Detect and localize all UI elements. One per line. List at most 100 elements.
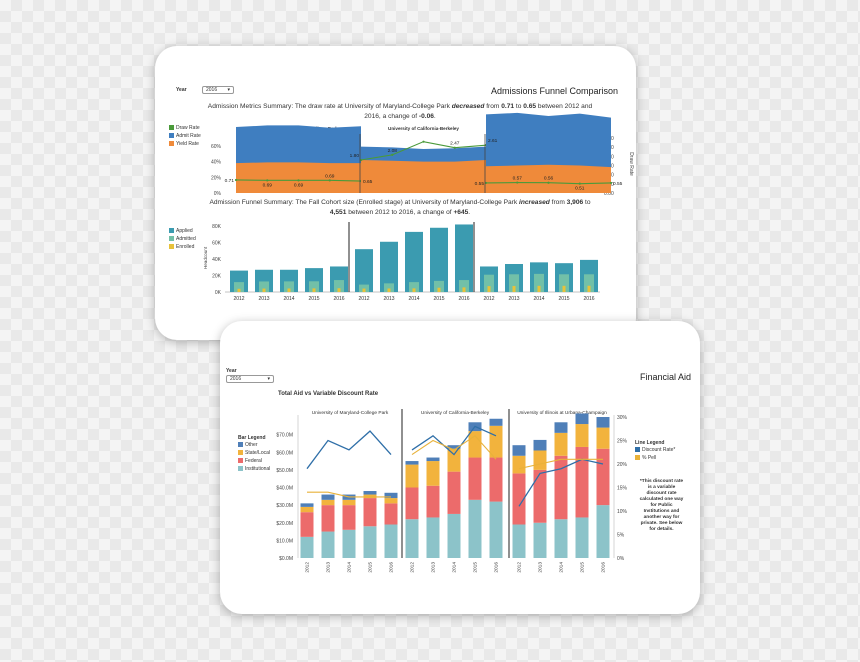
x-tick-label: 2014 [347,562,353,573]
draw-rate-point [578,182,581,185]
legend-item: Draw Rate [169,125,200,131]
chart-title: Total Aid vs Variable Discount Rate [278,391,379,397]
draw-rate-label: 0.65 [363,179,373,185]
x-tick-label: 2012 [233,296,244,302]
federal-bar [426,485,440,518]
admitted-bar [359,284,369,292]
admitted-bar [334,280,344,292]
draw-rate-label: 0.57 [513,176,523,182]
year-select[interactable]: 2016 ▾ [226,375,274,383]
x-tick-label: 2016 [389,562,395,573]
state-local-bar [321,499,335,506]
federal-bar [405,487,419,520]
pell-line [518,458,603,470]
yield-rate-area [486,164,611,193]
draw-rate-point [516,181,519,184]
institutional-bar [342,529,356,558]
bar-legend-title: Bar Legend [238,435,266,441]
state-local-bar [300,506,314,513]
state-local-bar [426,461,440,486]
admitted-bar [559,274,569,292]
institutional-bar [468,499,482,558]
admissions-funnel-card: Year 2016 ▾ Admissions Funnel Comparison … [155,46,636,340]
federal-bar [300,512,314,537]
institutional-bar [489,501,503,558]
x-tick-label: 2015 [433,296,444,302]
y-tick-label: 20% [211,175,222,181]
admitted-bar [234,282,244,292]
right-axis-title: Draw Rate [628,152,634,176]
federal-bar [596,448,610,506]
federal-bar [575,446,589,518]
year-label: Year [176,87,187,93]
other-bar [405,461,419,465]
chevron-down-icon: ▾ [227,87,230,93]
y-right-tick-label: 15% [617,486,628,492]
panel-title: University of Illinois at Urbana-Champai… [517,410,607,416]
aid-chart: $70.0M $60.0M $50.0M $40.0M $30.0M $20.0M $10.… [276,409,628,573]
x-tick-label: 2015 [368,562,374,573]
y-tick-label: $10.0M [276,538,293,544]
draw-rate-label: 0.69 [294,182,304,188]
x-tick-label: 2016 [494,562,500,573]
y-tick-label: $50.0M [276,468,293,474]
enrolled-bar [587,285,591,292]
year-label: Year [226,368,237,374]
x-tick-label: 2016 [458,296,469,302]
enrolled-bar [287,288,291,292]
enrolled-bar [487,286,491,292]
institutional-bar [300,536,314,558]
draw-rate-point [359,158,363,162]
x-tick-label: 2014 [559,562,565,573]
applied-bar [355,249,373,292]
x-tick-label: 2015 [580,562,586,573]
y-tick-label: $20.0M [276,521,293,527]
federal-bar [321,505,335,532]
state-local-bar [447,448,461,472]
y-right-tick-label: 0% [617,556,625,562]
yield-rate-area [236,162,361,193]
year-select-value: 2016 [206,87,218,93]
admitted-bar [284,281,294,292]
enrolled-bar [337,288,341,292]
other-bar [426,457,440,462]
enrolled-bar [262,288,266,292]
federal-bar [468,457,482,500]
legend-item: State/Local [238,450,270,456]
pell-line [411,435,497,460]
x-tick-label: 2012 [483,296,494,302]
x-tick-label: 2012 [305,562,311,573]
enrolled-bar [462,287,466,292]
y-tick-label: $60.0M [276,450,293,456]
y-tick-label: $70.0M [276,433,293,439]
institutional-bar [405,519,419,558]
enrolled-bar [537,285,541,292]
x-tick-label: 2014 [452,562,458,573]
federal-bar [533,469,547,523]
institutional-bar [363,526,377,558]
admission-metrics-summary: Admission Metrics Summary: The draw rate… [207,103,593,120]
y-tick-label: $40.0M [276,486,293,492]
admitted-bar [384,283,394,292]
y-tick-label: $30.0M [276,503,293,509]
legend-item: Applied [169,228,193,234]
draw-rate-point [328,179,331,182]
year-select[interactable]: 2016 ▾ [202,86,234,94]
panel-title: University of Maryland-College Park [312,410,389,416]
discount-rate-note: *This discount rate is a variable discount… [639,479,684,532]
state-local-bar [575,424,589,447]
other-bar [447,445,461,449]
y-right-tick-label: 0.00 [604,191,614,197]
federal-bar [554,455,568,520]
legend-item: Federal [238,458,262,464]
y-tick-label: 60K [212,241,222,247]
legend-item: Admitted [169,236,196,242]
federal-bar [512,473,526,525]
admitted-bar [484,274,494,292]
admission-funnel-summary: Admission Funnel Summary: The Fall Cohor… [209,199,591,216]
other-bar [300,503,314,507]
state-local-bar [533,450,547,470]
applied-bar [380,241,398,292]
x-tick-label: 2016 [583,296,594,302]
draw-rate-point [453,146,456,149]
